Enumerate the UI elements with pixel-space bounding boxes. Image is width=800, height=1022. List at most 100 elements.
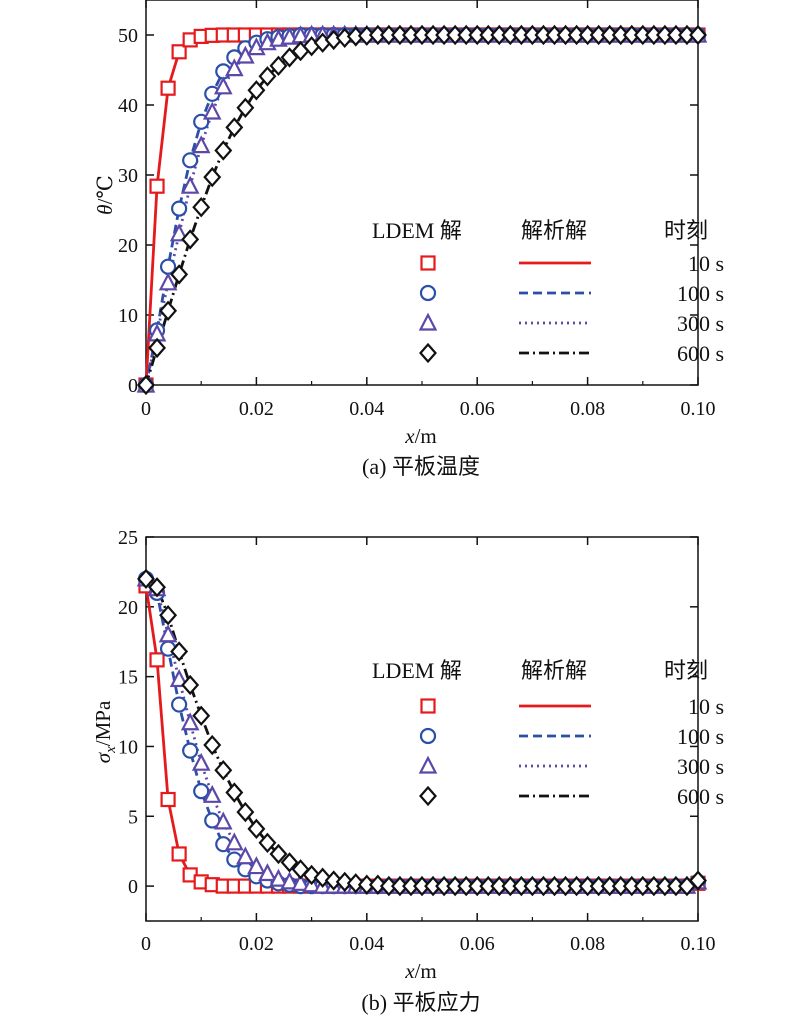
x-tick-label: 0 [141, 398, 151, 420]
marker-600s [137, 568, 155, 590]
y-tick-labels: 0 10 20 30 40 50 [118, 25, 138, 397]
ldem-markers [136, 568, 708, 897]
marker-600s [280, 852, 299, 873]
legend-marker [420, 698, 436, 714]
marker-600s [159, 605, 178, 626]
legend: LDEM 解 解析解 时刻 10 s 100 s 300 s 600 s [372, 658, 724, 809]
marker-600s [368, 874, 387, 895]
x-axis-label: x/m [404, 959, 437, 983]
x-tick-label: 0 [141, 933, 151, 955]
marker-300s [225, 58, 244, 77]
marker-600s [192, 705, 211, 726]
marker-10s [171, 846, 187, 862]
marker-300s [236, 846, 255, 865]
legend-header-time: 时刻 [664, 218, 708, 243]
ldem-markers [136, 24, 708, 396]
x-tick-label: 0.08 [570, 933, 605, 955]
legend-header-ldem: LDEM 解 [372, 218, 462, 243]
y-tick-labels: 0 5 10 15 20 25 [118, 527, 138, 898]
marker-600s [203, 734, 222, 756]
legend-marker [419, 342, 437, 364]
legend-label: 300 s [677, 311, 724, 336]
y-axis-label: θ/℃ [93, 175, 117, 215]
marker-300s [169, 669, 189, 688]
marker-600s [258, 66, 277, 87]
legend-header-time: 时刻 [664, 658, 708, 683]
marker-600s [137, 374, 155, 396]
x-tick-labels: 0 0.02 0.04 0.06 0.08 0.10 [141, 933, 716, 955]
marker-300s [202, 101, 222, 120]
marker-100s [193, 783, 210, 800]
marker-10s [149, 178, 165, 194]
x-tick-labels: 0 0.02 0.04 0.06 0.08 0.10 [141, 398, 716, 420]
marker-600s [236, 97, 255, 118]
legend-label: 600 s [677, 784, 724, 809]
x-tick-label: 0.10 [681, 398, 716, 420]
marker-300s [158, 272, 178, 291]
marker-600s [269, 55, 288, 76]
legend-marker [418, 755, 438, 774]
legend-label: 10 s [688, 694, 724, 719]
x-tick-label: 0.04 [349, 933, 384, 955]
legend-rows: 10 s 100 s 300 s 600 s [418, 251, 724, 366]
marker-300s [247, 856, 266, 875]
chart-caption: (b) 平板应力 [361, 990, 480, 1015]
legend-header-ldem: LDEM 解 [372, 658, 462, 683]
axis-ticks [145, 536, 699, 921]
marker-600s [225, 782, 244, 803]
marker-600s [170, 264, 189, 285]
legend-marker [418, 312, 438, 331]
marker-600s [214, 140, 233, 161]
x-axis-label: x/m [404, 424, 437, 448]
marker-600s [181, 229, 200, 250]
marker-300s [258, 863, 277, 882]
y-axis-label: σx/MPa [91, 700, 119, 763]
x-tick-label: 0.06 [460, 398, 495, 420]
marker-600s [148, 577, 167, 598]
legend-label: 100 s [677, 724, 724, 749]
chart-caption: (a) 平板温度 [362, 454, 480, 479]
marker-600s [280, 47, 299, 68]
y-tick-label: 20 [118, 597, 138, 619]
y-tick-label: 40 [118, 95, 138, 117]
marker-600s [225, 117, 244, 138]
marker-600s [247, 80, 266, 101]
marker-600s [346, 873, 365, 894]
x-tick-label: 0.02 [239, 398, 274, 420]
y-tick-label: 15 [118, 667, 138, 689]
marker-300s [280, 871, 299, 890]
marker-300s [213, 76, 233, 95]
legend-label: 10 s [688, 251, 724, 276]
marker-300s [191, 752, 211, 771]
y-tick-label: 5 [128, 806, 138, 828]
marker-100s [171, 200, 188, 217]
y-tick-label: 0 [128, 375, 138, 397]
marker-600s [203, 166, 222, 188]
marker-300s [202, 784, 222, 803]
marker-10s [160, 80, 176, 96]
marker-300s [180, 175, 200, 194]
marker-300s [225, 832, 244, 851]
marker-600s [689, 24, 707, 46]
marker-600s [214, 760, 233, 781]
marker-600s [269, 843, 288, 865]
x-tick-label: 0.10 [681, 933, 716, 955]
marker-600s [324, 870, 343, 891]
marker-300s [236, 45, 255, 64]
marker-100s [171, 696, 188, 713]
marker-600s [689, 870, 707, 891]
x-tick-label: 0.02 [239, 933, 274, 955]
marker-10s [160, 791, 176, 808]
legend-marker [419, 284, 437, 302]
marker-10s [171, 44, 187, 60]
marker-300s [269, 868, 288, 887]
marker-100s [182, 152, 199, 169]
y-tick-label: 20 [118, 235, 138, 257]
legend-marker [420, 255, 436, 271]
marker-600s [170, 641, 189, 662]
legend-label: 300 s [677, 754, 724, 779]
marker-300s [169, 223, 189, 242]
y-tick-label: 30 [118, 165, 138, 187]
legend-label: 100 s [677, 281, 724, 306]
